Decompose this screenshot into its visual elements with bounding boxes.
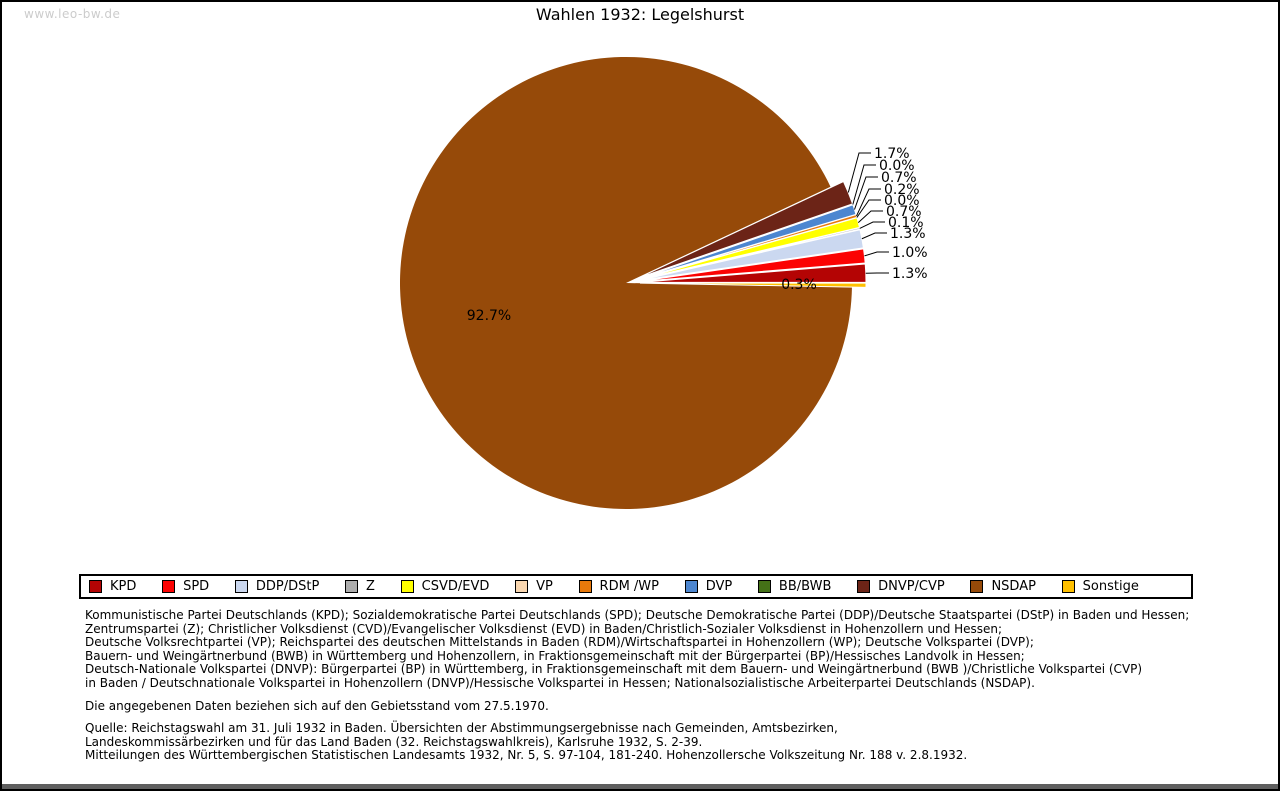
legend-swatch-dnvp-cvp	[857, 580, 871, 593]
pct-label-csvd-evd: 0.7%	[886, 204, 922, 220]
legend-swatch-bb-bwb	[757, 580, 771, 593]
leader-line-z	[859, 221, 885, 229]
watermark: www.leo-bw.de	[24, 7, 121, 21]
legend-item-nsdap: NSDAP	[970, 579, 1036, 594]
legend-item-sonstige: Sonstige	[1061, 579, 1139, 594]
legend-label-vp: VP	[536, 579, 553, 594]
pie-slice-nsdap	[400, 57, 852, 509]
legend-swatch-ddp-dstp	[234, 580, 248, 593]
legend-swatch-csvd-evd	[400, 580, 414, 593]
pie-chart: 1.7%0.0%0.7%0.2%0.0%0.7%0.1%1.3%1.0%1.3%…	[400, 57, 928, 509]
legend-item-bb-bwb: BB/BWB	[757, 579, 832, 594]
pct-label-dnvp-cvp: 1.7%	[874, 146, 910, 162]
pct-label-kpd: 1.3%	[892, 266, 928, 282]
legend-item-csvd-evd: CSVD/EVD	[400, 579, 490, 594]
pct-label-dvp: 0.7%	[881, 170, 917, 186]
legend-swatch-kpd	[89, 580, 102, 593]
pie-slice-spd	[639, 248, 866, 282]
leader-line-ddp-dstp	[861, 232, 887, 240]
pie-slice-sonstige	[639, 282, 867, 288]
window-bottom-edge	[2, 784, 1278, 789]
pct-label-nsdap: 92.7%	[467, 308, 511, 324]
pie-slice-bb-bwb	[639, 204, 853, 279]
party-note-line: Deutsche Volksrechtpartei (VP); Reichspa…	[85, 635, 1034, 650]
legend-label-z: Z	[366, 579, 375, 594]
footnotes: Kommunistische Partei Deutschlands (KPD)…	[85, 608, 1245, 763]
legend-swatch-dvp	[684, 580, 698, 593]
legend-label-csvd-evd: CSVD/EVD	[421, 579, 490, 594]
legend-item-vp: VP	[515, 579, 553, 594]
pct-label-spd: 1.0%	[892, 245, 928, 261]
legend-label-dvp: DVP	[705, 579, 733, 594]
pct-label-ddp-dstp: 1.3%	[890, 226, 926, 242]
leader-line-spd	[864, 251, 889, 257]
legend-label-rdm-wp: RDM /WP	[599, 579, 659, 594]
pct-label-bb-bwb: 0.0%	[879, 158, 915, 174]
pct-label-sonstige: 0.3%	[781, 277, 817, 293]
legend-swatch-rdm-wp	[578, 580, 592, 593]
party-note-line: Kommunistische Partei Deutschlands (KPD)…	[85, 608, 1190, 622]
legend-label-nsdap: NSDAP	[991, 579, 1036, 594]
source-note-line: Mitteilungen des Württembergischen Stati…	[85, 748, 968, 763]
legend-label-ddp-dstp: DDP/DStP	[255, 579, 320, 594]
legend-label-bb-bwb: BB/BWB	[778, 579, 832, 594]
pie-slice-ddp-dstp	[639, 229, 864, 281]
party-note-line: Zentrumspartei (Z); Christlicher Volksdi…	[85, 621, 1003, 636]
leader-line-dvp	[854, 176, 878, 210]
leader-line-csvd-evd	[857, 210, 883, 223]
legend-swatch-sonstige	[1061, 580, 1075, 593]
legend-item-rdm-wp: RDM /WP	[578, 579, 659, 594]
party-note-line: Bauern- und Weingärtnerbund (BWB) in Wür…	[85, 648, 1025, 663]
legend-item-spd: SPD	[162, 579, 209, 594]
leader-line-vp	[856, 199, 881, 218]
legend-label-dnvp-cvp: DNVP/CVP	[878, 579, 945, 594]
party-abbreviation-notes: Kommunistische Partei Deutschlands (KPD)…	[85, 608, 1245, 691]
legend-label-kpd: KPD	[110, 579, 137, 594]
pie-slice-kpd	[639, 263, 867, 283]
legend-swatch-nsdap	[970, 580, 984, 593]
legend-swatch-spd	[162, 580, 176, 593]
chart-legend: KPD SPD DDP/DStP Z CSVD/EVD VP RDM /WP DVP BB/BW…	[79, 574, 1193, 599]
pct-label-vp: 0.0%	[884, 193, 920, 209]
gebietsstand-note: Die angegebenen Daten beziehen sich auf …	[85, 698, 549, 713]
leader-line-rdm-wp	[856, 188, 881, 217]
legend-label-spd: SPD	[183, 579, 210, 594]
legend-item-kpd: KPD	[89, 579, 136, 594]
legend-swatch-z	[345, 580, 359, 593]
legend-item-dvp: DVP	[684, 579, 733, 594]
party-note-line: in Baden / Deutschnationale Volkspartei …	[85, 675, 1035, 690]
page-title: Wahlen 1932: Legelshurst	[535, 5, 745, 24]
legend-swatch-vp	[515, 580, 529, 593]
legend-item-dnvp-cvp: DNVP/CVP	[857, 579, 945, 594]
legend-label-sonstige: Sonstige	[1082, 579, 1139, 594]
source-notes: Quelle: Reichstagswahl am 31. Juli 1932 …	[85, 722, 1245, 763]
legend-item-ddp-dstp: DDP/DStP	[234, 579, 320, 594]
source-note-line: Quelle: Reichstagswahl am 31. Juli 1932 …	[85, 721, 838, 736]
party-note-line: Deutsch-Nationale Volkspartei (DNVP): Bü…	[85, 662, 1143, 677]
source-note-line: Landeskommissärbezirken und für das Land…	[85, 734, 703, 749]
pct-label-rdm-wp: 0.2%	[884, 182, 920, 198]
legend-item-z: Z	[345, 579, 375, 594]
pct-label-z: 0.1%	[888, 215, 924, 231]
leader-line-bb-bwb	[852, 164, 876, 205]
leader-line-dnvp-cvp	[847, 152, 871, 193]
